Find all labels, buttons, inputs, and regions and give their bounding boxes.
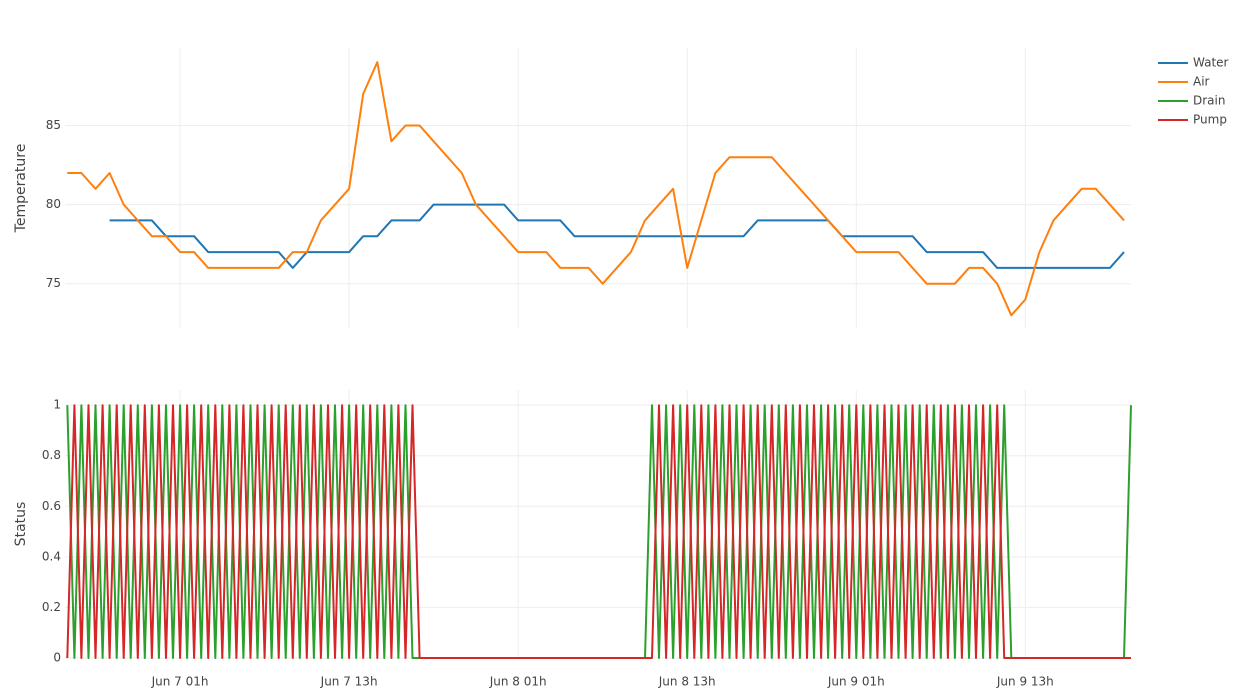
y-tick-label: 0.2 — [42, 600, 61, 614]
legend-label: Air — [1193, 75, 1210, 89]
y-tick-label: 75 — [46, 276, 61, 290]
legend-label: Pump — [1193, 113, 1227, 127]
legend-label: Drain — [1193, 94, 1225, 108]
x-tick-label: Jun 7 13h — [320, 675, 378, 689]
y-axis-title: Status — [13, 502, 29, 547]
y-tick-label: 0.4 — [42, 549, 61, 563]
y-tick-label: 1 — [53, 398, 61, 412]
y-tick-label: 0.6 — [42, 499, 61, 513]
x-tick-label: Jun 7 01h — [151, 675, 209, 689]
x-tick-label: Jun 9 01h — [827, 675, 885, 689]
data-line — [66, 404, 1132, 659]
data-line — [66, 404, 1131, 659]
legend-label: Water — [1193, 56, 1229, 70]
y-tick-label: 80 — [46, 197, 61, 211]
x-tick-label: Jun 8 01h — [489, 675, 547, 689]
x-tick-label: Jun 9 13h — [996, 675, 1054, 689]
data-line — [109, 203, 1125, 269]
y-tick-label: 0.8 — [42, 448, 61, 462]
data-line — [67, 61, 1125, 317]
y-tick-label: 85 — [46, 118, 61, 132]
x-tick-label: Jun 8 13h — [658, 675, 716, 689]
y-axis-title: Temperature — [13, 144, 29, 234]
y-tick-label: 0 — [53, 651, 61, 665]
